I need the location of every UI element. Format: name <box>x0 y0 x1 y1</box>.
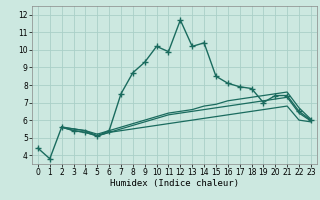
X-axis label: Humidex (Indice chaleur): Humidex (Indice chaleur) <box>110 179 239 188</box>
